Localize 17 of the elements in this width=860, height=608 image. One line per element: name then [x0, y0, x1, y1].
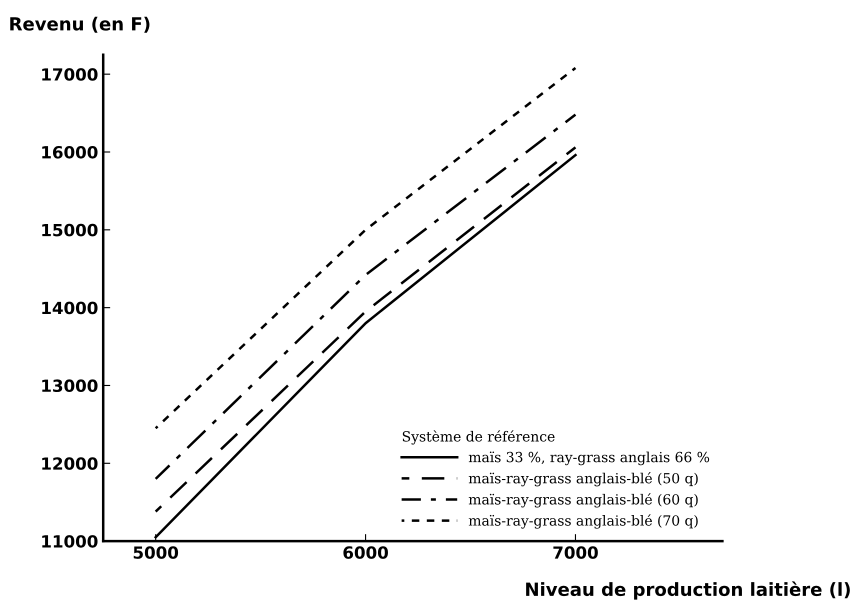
- y-axis-title: Revenu (en F): [10, 16, 150, 33]
- y-tick-label: 16000: [42, 146, 98, 159]
- y-tick-label: 17000: [42, 68, 98, 81]
- y-tick-label: 15000: [42, 224, 98, 236]
- legend-title: Système de référence: [402, 430, 555, 445]
- legend-label: maïs-ray-grass anglais-blé (60 q): [468, 493, 698, 508]
- legend-label: maïs-ray-grass anglais-blé (50 q): [468, 472, 698, 486]
- y-tick-label: 12000: [42, 457, 98, 470]
- x-tick-label: 5000: [134, 546, 178, 559]
- x-tick-label: 6000: [343, 546, 388, 559]
- legend-label: maïs-ray-grass anglais-blé (70 q): [468, 514, 698, 529]
- legend-label: maïs 33 %, ray-grass anglais 66 %: [468, 451, 710, 466]
- y-tick-label: 13000: [42, 379, 98, 392]
- x-tick-label: 7000: [553, 546, 598, 559]
- y-tick-label: 14000: [42, 302, 98, 314]
- x-axis-title: Niveau de production laitière (l): [526, 581, 850, 600]
- y-tick-label: 11000: [42, 535, 98, 548]
